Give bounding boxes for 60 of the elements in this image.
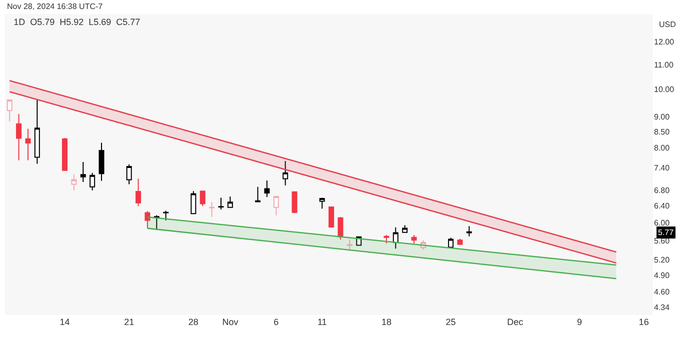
y-tick-label: 9.00 — [654, 112, 670, 122]
x-tick-label: 18 — [381, 317, 392, 327]
x-tick-label: Nov — [222, 317, 239, 327]
candlestick — [328, 206, 334, 228]
x-tick-label: Dec — [507, 317, 524, 327]
candlestick — [200, 190, 206, 207]
candlestick — [457, 238, 463, 245]
candlestick — [98, 142, 104, 182]
y-tick-label: 6.00 — [654, 218, 670, 228]
y-tick-label: 5.20 — [654, 256, 670, 265]
candlestick — [209, 202, 215, 218]
candlestick — [264, 180, 270, 198]
x-tick-label: 28 — [188, 317, 198, 327]
candlestick — [126, 164, 132, 185]
candlestick — [448, 237, 454, 248]
x-tick-label: 25 — [446, 317, 456, 327]
y-tick-label: 7.40 — [654, 164, 670, 173]
candlestick — [292, 190, 298, 214]
chart-title: 1D O5.79 H5.92 L5.69 C5.77 — [14, 17, 140, 28]
text: Nov 28, 2024 16:38 UTC-7 — [7, 2, 104, 11]
candlestick — [190, 190, 196, 214]
candlestick — [411, 234, 417, 244]
x-tick-label: 11 — [317, 317, 327, 327]
y-tick-label: 10.00 — [654, 85, 675, 94]
x-tick-label: 14 — [60, 317, 70, 327]
y-tick-label: 11.00 — [654, 60, 674, 70]
candlestick — [144, 210, 150, 229]
y-tick-label: 8.50 — [654, 128, 670, 137]
x-tick-label: 6 — [274, 317, 279, 327]
y-tick-label: 12.00 — [654, 38, 675, 47]
candlestick — [319, 197, 325, 210]
x-tick-label: 21 — [124, 317, 134, 327]
candlestick — [466, 226, 472, 237]
candlestick — [25, 128, 31, 161]
candlestick — [136, 178, 142, 207]
y-tick-label: 4.34 — [654, 302, 670, 312]
candlestick — [34, 100, 40, 164]
candlestick — [227, 196, 233, 208]
candlestick — [90, 172, 96, 191]
candlestick — [62, 137, 68, 171]
candlestick — [273, 196, 279, 216]
y-axis-title: USD — [659, 20, 676, 29]
candlestick — [16, 113, 22, 161]
y-tick-label: 4.90 — [654, 271, 670, 280]
candlestick — [402, 224, 408, 233]
candlestick — [384, 234, 390, 244]
x-tick-label: 16 — [638, 317, 649, 327]
candlestick — [282, 160, 288, 186]
candlestick — [80, 161, 86, 183]
candlestick — [154, 214, 160, 231]
candlestick — [71, 174, 77, 191]
y-tick-label: 4.60 — [654, 288, 670, 297]
text: 5.77 — [658, 228, 674, 237]
y-tick-label: 6.40 — [654, 202, 670, 211]
y-tick-label: 6.80 — [654, 186, 670, 195]
candlestick — [163, 210, 169, 221]
candlestick — [218, 197, 224, 210]
x-tick-label: 9 — [576, 317, 582, 327]
candlestick — [255, 186, 261, 202]
y-tick-label: 8.00 — [654, 143, 670, 152]
